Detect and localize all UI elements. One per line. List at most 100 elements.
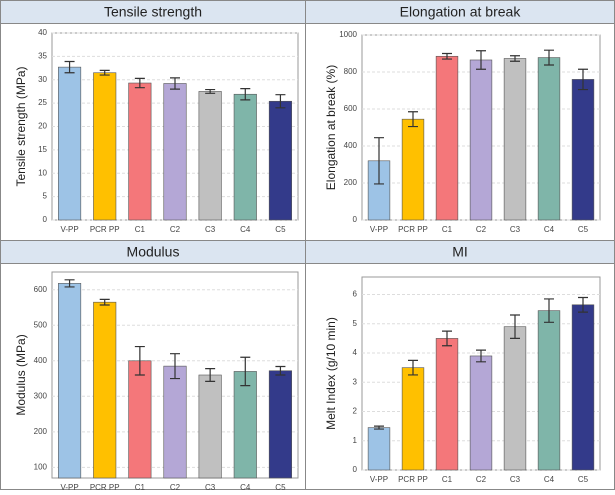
x-tick-label: PCR PP	[90, 483, 120, 490]
x-tick-label: C5	[578, 475, 589, 484]
bar	[58, 283, 82, 479]
x-tick-label: V-PP	[370, 225, 388, 234]
chart-title: Elongation at break	[400, 4, 522, 20]
header-cell	[306, 1, 614, 23]
y-tick-label: 500	[34, 320, 48, 329]
x-tick-label: PCR PP	[398, 225, 428, 234]
bar	[93, 72, 117, 221]
x-tick-label: PCR PP	[90, 225, 120, 234]
y-tick-label: 2	[353, 407, 358, 416]
y-axis-label: Tensile strength (MPa)	[14, 66, 28, 186]
error-bar	[64, 60, 75, 74]
chart-title: Tensile strength	[104, 4, 202, 20]
y-tick-label: 15	[38, 145, 47, 154]
bar	[128, 360, 152, 479]
y-tick-label: 200	[34, 427, 48, 436]
error-bar	[476, 50, 486, 70]
x-tick-label: C4	[240, 483, 251, 490]
error-bar	[64, 279, 75, 288]
y-tick-label: 10	[38, 168, 47, 177]
bar	[233, 93, 257, 221]
header-cell	[1, 1, 305, 23]
y-axis-label: Elongation at break (%)	[324, 65, 338, 190]
bar	[571, 304, 595, 471]
y-tick-label: 1000	[339, 30, 357, 39]
y-tick-label: 600	[344, 104, 358, 113]
error-bar	[134, 345, 145, 376]
error-bar	[510, 55, 520, 62]
chart-title: MI	[452, 244, 468, 260]
x-tick-label: V-PP	[370, 475, 388, 484]
x-tick-label: C4	[544, 225, 555, 234]
x-tick-label: C3	[510, 475, 521, 484]
error-bar	[374, 137, 384, 185]
x-tick-label: V-PP	[60, 483, 78, 490]
error-bar	[99, 298, 110, 306]
error-bar	[170, 353, 180, 380]
y-axis-label: Modulus (MPa)	[14, 334, 28, 415]
y-tick-label: 0	[353, 465, 358, 474]
y-axis-label: Melt Index (g/10 min)	[324, 317, 338, 430]
error-bar	[476, 349, 486, 363]
y-tick-label: 5	[43, 192, 48, 201]
error-bar	[408, 359, 418, 376]
chart-title: Modulus	[127, 244, 180, 260]
x-tick-label: C1	[442, 475, 453, 484]
bar	[435, 338, 459, 471]
bar	[268, 370, 292, 479]
error-bar	[134, 77, 145, 89]
x-tick-label: C5	[275, 483, 286, 490]
bar	[503, 58, 527, 221]
x-tick-label: C4	[544, 475, 555, 484]
y-tick-label: 35	[38, 51, 47, 60]
y-tick-label: 200	[344, 178, 358, 187]
x-tick-label: C5	[275, 225, 286, 234]
x-tick-label: C2	[476, 225, 487, 234]
y-tick-label: 4	[353, 348, 358, 357]
y-tick-label: 6	[353, 290, 358, 299]
error-bar	[544, 298, 554, 323]
x-tick-label: C1	[135, 483, 146, 490]
error-bar	[240, 356, 251, 387]
error-bar	[170, 77, 180, 90]
x-tick-label: C3	[205, 225, 216, 234]
y-tick-label: 800	[344, 67, 358, 76]
bar	[469, 59, 493, 221]
x-tick-label: C1	[442, 225, 453, 234]
x-tick-label: C3	[205, 483, 216, 490]
bar	[163, 83, 187, 221]
bar	[367, 427, 391, 471]
error-bar	[544, 49, 554, 66]
x-tick-label: C5	[578, 225, 589, 234]
y-tick-label: 40	[38, 28, 47, 37]
error-bar	[374, 425, 384, 430]
bar	[537, 57, 561, 221]
y-tick-label: 1	[353, 436, 358, 445]
y-tick-label: 0	[353, 215, 358, 224]
y-tick-label: 100	[34, 462, 48, 471]
error-bar	[205, 368, 216, 382]
error-bar	[578, 296, 588, 313]
bar	[435, 55, 459, 221]
bar	[401, 118, 425, 221]
bar	[571, 79, 595, 221]
error-bar	[275, 365, 286, 376]
x-tick-label: C1	[135, 225, 146, 234]
bar	[233, 371, 257, 479]
bar	[401, 367, 425, 471]
y-tick-label: 20	[38, 122, 47, 131]
bar	[469, 355, 493, 471]
x-tick-label: C4	[240, 225, 251, 234]
header-cell	[306, 241, 614, 263]
error-bar	[578, 68, 588, 91]
y-tick-label: 0	[43, 215, 48, 224]
x-tick-label: C2	[170, 483, 181, 490]
error-bar	[510, 314, 520, 340]
bar	[93, 301, 117, 479]
y-tick-label: 400	[34, 356, 48, 365]
header-cell	[1, 241, 305, 263]
error-bar	[275, 94, 286, 109]
bar	[198, 374, 222, 479]
bar	[268, 100, 292, 221]
